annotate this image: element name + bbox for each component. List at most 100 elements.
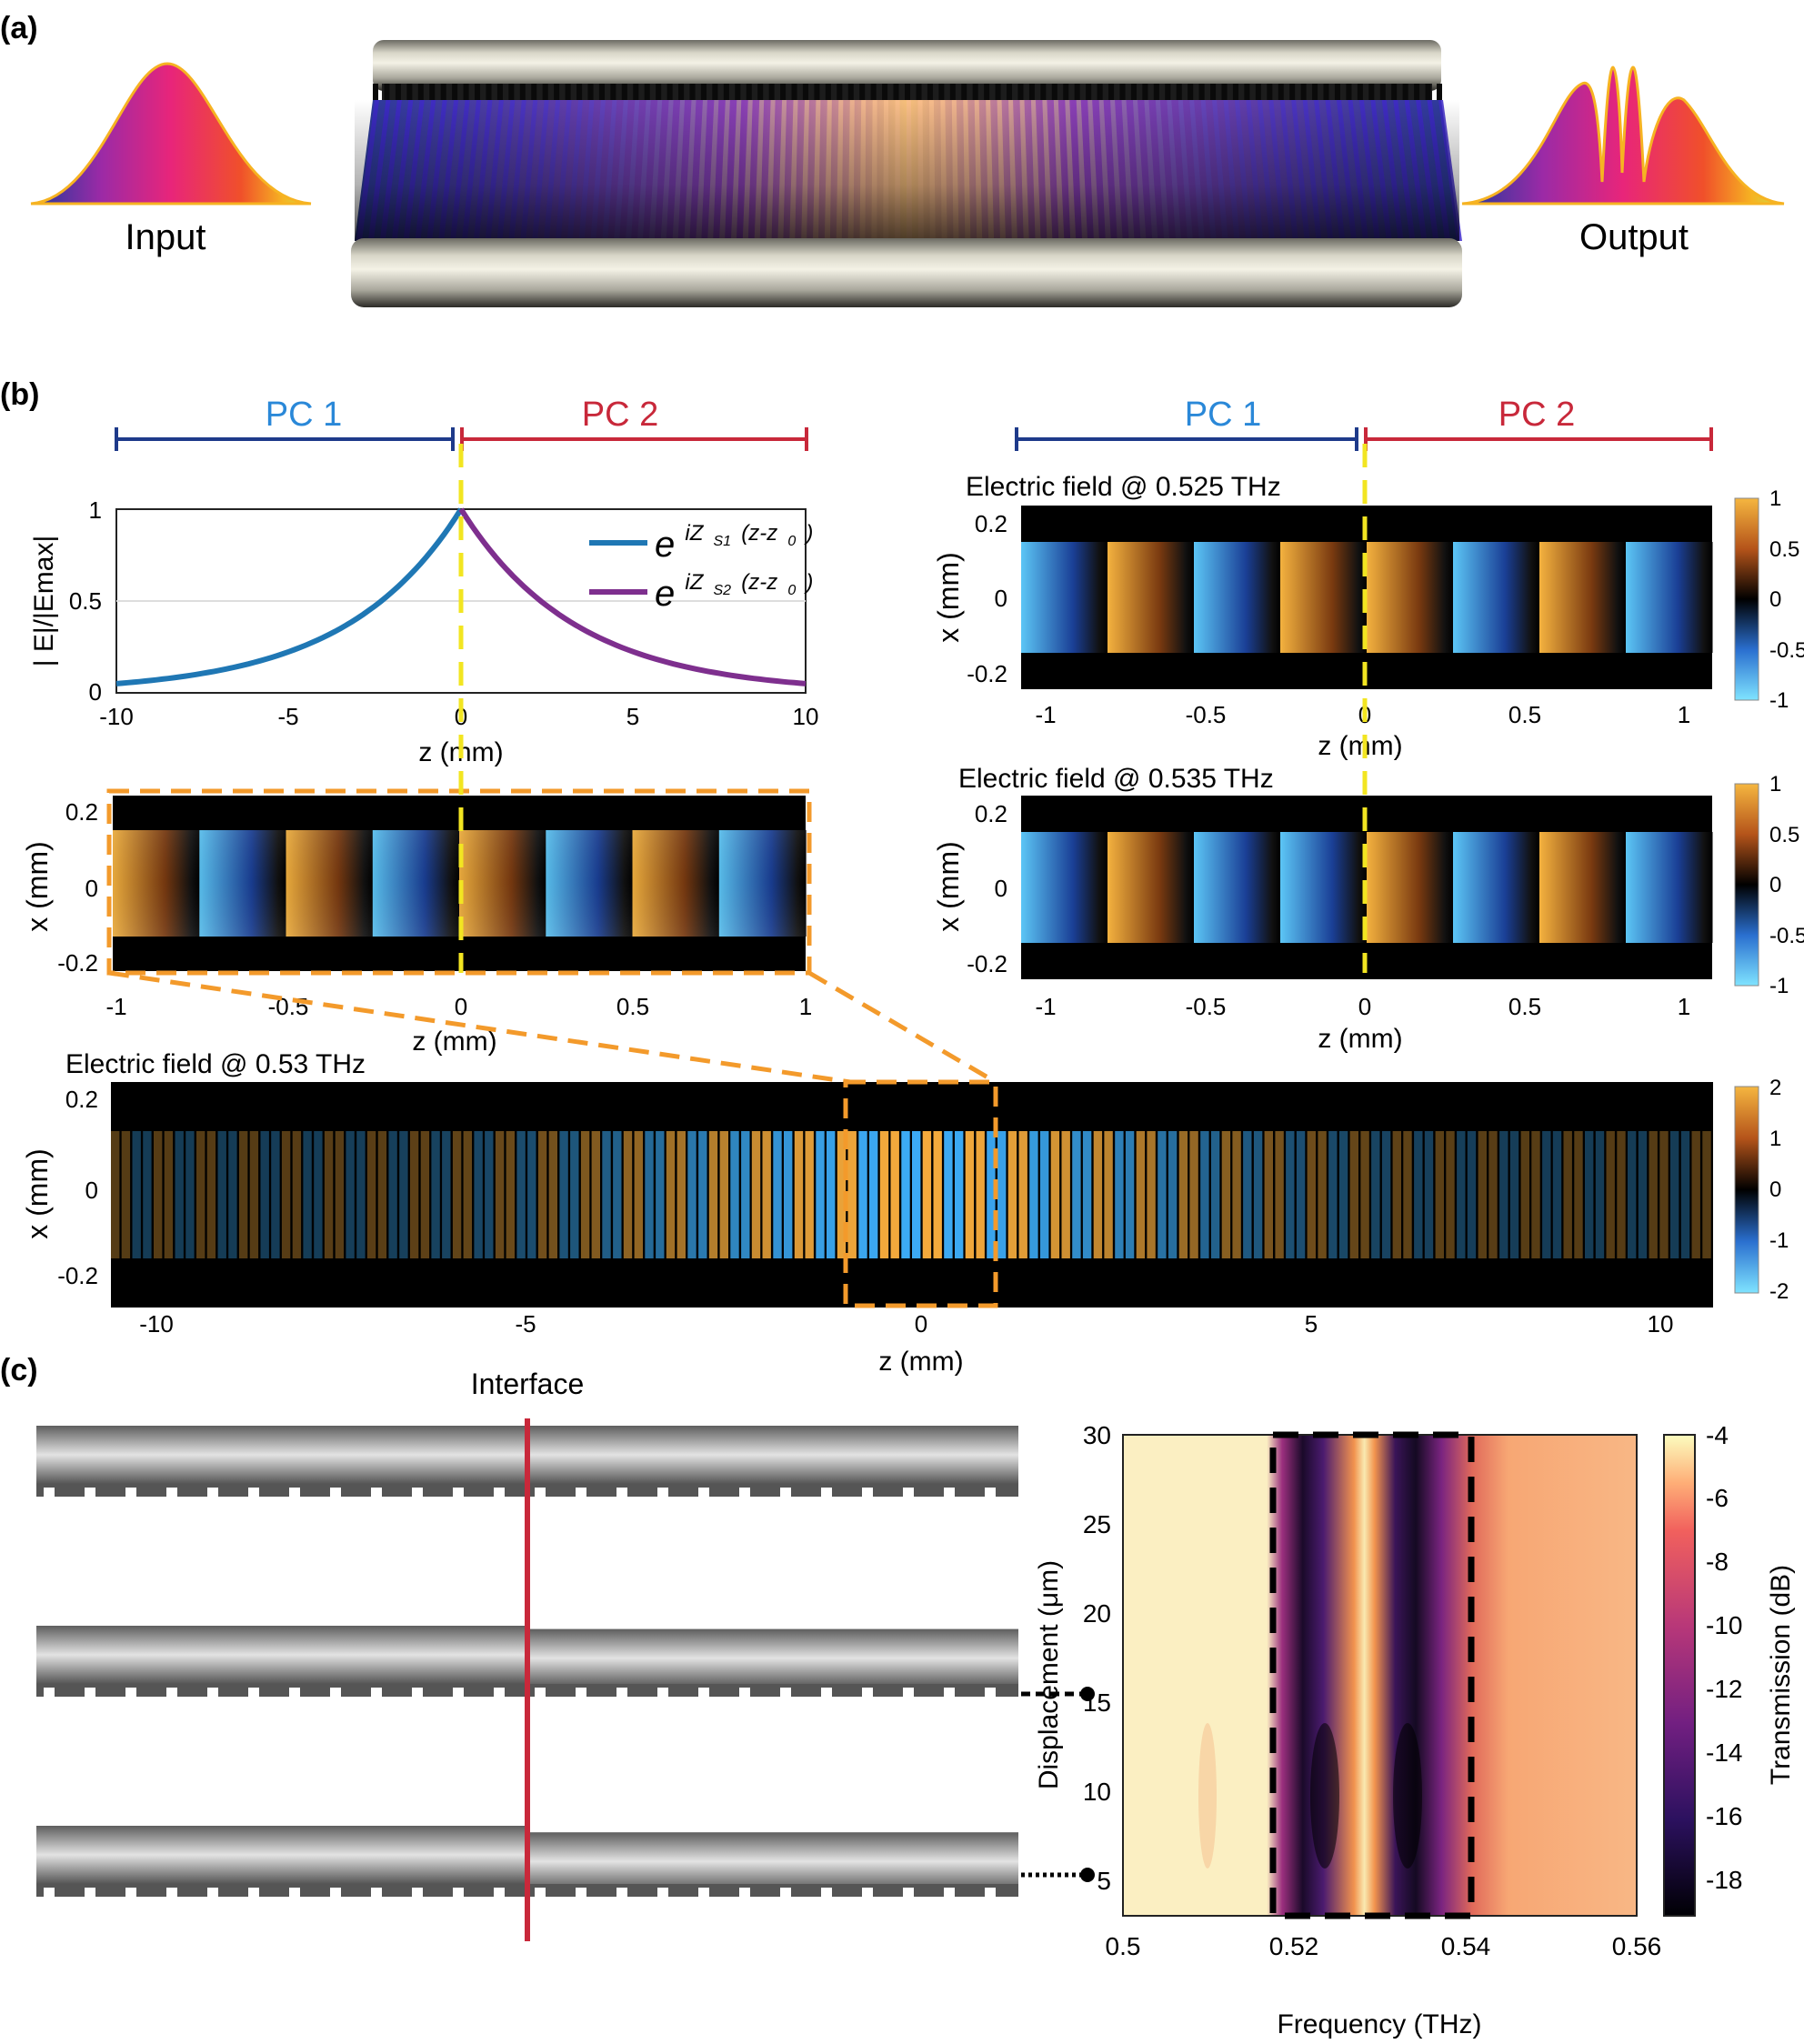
plate-tooth [1244,84,1250,100]
waveguide-illustration [351,40,1462,307]
field-cell [602,1131,611,1258]
field-53-xticks: -10 -5 0 5 10 [139,1310,1673,1338]
decay-yticks: 1 0.5 0 [69,496,102,706]
structure-notch [985,1688,996,1704]
structure-notch [453,1888,464,1904]
field-cell [1194,832,1281,943]
field-cell [1280,832,1368,943]
ytick: 0 [995,875,1007,902]
heatmap-cbar-label: Transmission (dB) [1766,1565,1796,1785]
field-cell [175,1131,184,1258]
marker-dot [1080,1868,1095,1882]
legend-2-base: e [655,574,675,614]
cbar-tick: 1 [1769,772,1781,797]
plate-tooth [1267,84,1273,100]
field-cell [1595,1131,1605,1258]
cbar-tick: -0.5 [1769,924,1804,948]
field-cell [1531,1131,1540,1258]
field-cell [1318,1131,1327,1258]
plate-tooth [1425,84,1431,100]
xtick: -10 [139,1310,174,1338]
cbar-tick: -1 [1769,974,1789,998]
zoom-xlabel: z (mm) [412,1027,496,1057]
field-cell [1488,1131,1498,1258]
field-cell [1453,832,1540,943]
plate-tooth [1086,84,1092,100]
cbar-tick: -14 [1706,1738,1742,1767]
field-cell [847,1131,857,1258]
field-cell [719,1131,728,1258]
field-cell [420,1131,430,1258]
structure-notch [371,1888,382,1904]
plate-tooth [859,84,866,100]
structure-notch [862,1888,873,1904]
displacement-structures [36,1418,1018,1941]
structure-notch [371,1688,382,1704]
field-cell [1371,1131,1380,1258]
zoom-xtick: 0.5 [616,993,649,1020]
plate-tooth [1312,84,1318,100]
plate-tooth [373,84,378,100]
plate-tooth [1176,84,1182,100]
field-cell [1029,1131,1038,1258]
field-cell [1061,1131,1070,1258]
zoom-ytick: -0.2 [57,949,98,977]
field-cell [154,1131,163,1258]
structure-notch [944,1688,955,1704]
plate-tooth [847,84,854,100]
field-cell [698,1131,707,1258]
decay-xtick: 10 [793,703,819,730]
zoom-xtick: -1 [105,993,126,1020]
structure-notch [44,1688,55,1704]
field-53-yticks: 0.2 0 -0.2 [57,1086,98,1289]
cbar-tick: -8 [1706,1548,1729,1576]
legend-1-tail-sub: 0 [787,534,796,549]
structure-notch [739,1688,750,1704]
field-cell [164,1131,174,1258]
xtick: 1 [1678,993,1690,1020]
cbar-tick: 0 [1769,1177,1781,1202]
xtick: 10 [1648,1310,1674,1338]
decay-series-1 [115,507,464,686]
zoom-guide-left [108,970,851,1085]
structure-notch [85,1888,95,1904]
structure-notch [944,1488,955,1504]
structure-notch [535,1888,546,1904]
transmission-heatmap: 30 25 20 15 10 5 0.5 0.52 0.54 0.56 Disp… [1034,1421,1796,2039]
field-cell [1072,1131,1081,1258]
structure-notch [166,1488,177,1504]
structure-notch [657,1488,668,1504]
field-cell [1178,1131,1188,1258]
plate-tooth [610,84,616,100]
output-label: Output [1579,217,1689,257]
panel-c: (c) Interface 30 25 20 [0,1353,1796,2039]
field-cell [442,1131,451,1258]
structure-notch [657,1888,668,1904]
structure-notch [248,1888,259,1904]
field-535-ylabel: x (mm) [932,841,965,932]
plate-tooth [1437,84,1442,100]
plate-tooth [938,84,945,100]
field-cell [121,1131,131,1258]
plate-teeth [373,84,1442,100]
plate-tooth [1040,84,1047,100]
field-535-yticks: 0.2 0 -0.2 [967,800,1007,977]
field-cell [933,1131,942,1258]
field-cell [1520,1131,1529,1258]
field-cell [346,1131,355,1258]
plate-tooth [1153,84,1159,100]
field-53-title: Electric field @ 0.53 THz [65,1049,366,1079]
field-cell [239,1131,248,1258]
xtick: 0.52 [1269,1932,1319,1960]
input-label: Input [125,217,206,257]
zoom-ylabel: x (mm) [21,841,54,932]
structure-notch [698,1688,709,1704]
field-cell [784,1131,793,1258]
structure-notch [494,1688,505,1704]
ytick: 20 [1083,1599,1111,1628]
ytick: -0.2 [967,660,1007,687]
field-cell [751,1131,761,1258]
heatmap-xlabel: Frequency (THz) [1277,2009,1481,2039]
field-cell [1307,1131,1316,1258]
field-cell [1349,1131,1358,1258]
